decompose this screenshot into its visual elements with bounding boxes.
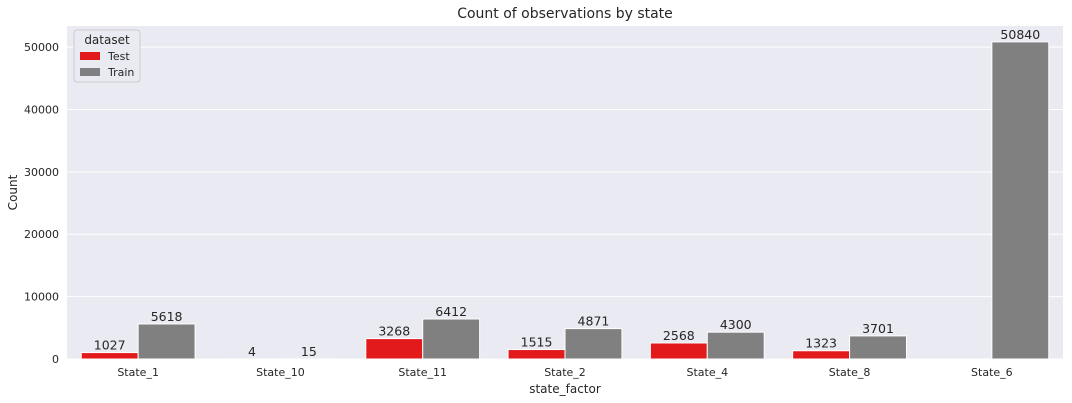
- x-tick-label: State_11: [398, 366, 447, 379]
- y-axis-label: Count: [6, 174, 20, 210]
- y-tick-label: 30000: [24, 166, 59, 179]
- bar-test-state-2: [507, 349, 566, 360]
- bar-train-state-8: [849, 335, 907, 360]
- bar-value-label: 5618: [151, 309, 183, 324]
- y-tick-label: 0: [52, 353, 59, 366]
- y-tick-label: 40000: [24, 103, 59, 116]
- x-tick-label: State_1: [117, 366, 159, 379]
- bar-test-state-4: [649, 342, 708, 360]
- bars: [80, 41, 1050, 360]
- y-tick-label: 10000: [24, 291, 59, 304]
- bar-value-labels: 1027 5618 4 15 3268 6412 1515 4871 2568 4300 1323 3…: [94, 27, 1040, 359]
- bar-test-state-8: [792, 350, 851, 360]
- x-axis-label: state_factor: [529, 382, 601, 396]
- chart-title: Count of observations by state: [457, 6, 673, 22]
- x-tick-label: State_8: [829, 366, 871, 379]
- bar-value-label: 1027: [94, 338, 126, 353]
- x-tick-labels: State_1 State_10 State_11 State_2 State_4 Sta…: [117, 366, 1012, 379]
- bar-value-label: 3701: [862, 321, 894, 336]
- x-tick-label: State_2: [544, 366, 586, 379]
- x-tick-label: State_10: [256, 366, 305, 379]
- y-tick-label: 50000: [24, 41, 59, 54]
- bar-value-label: 15: [301, 344, 317, 359]
- legend-entry-test: Test: [107, 50, 130, 63]
- bar-train-state-11: [422, 318, 481, 360]
- bar-value-label: 4300: [720, 317, 752, 332]
- legend-swatch-test: [80, 52, 100, 60]
- x-tick-label: State_4: [686, 366, 728, 379]
- bar-value-label: 2568: [663, 328, 695, 343]
- y-tick-labels: 0 10000 20000 30000 40000 50000: [24, 41, 59, 366]
- bar-value-label: 4: [248, 344, 256, 359]
- bar-value-label: 1515: [521, 335, 553, 350]
- bar-test-state-1: [80, 352, 139, 360]
- bar-value-label: 50840: [1000, 27, 1040, 42]
- legend-entry-train: Train: [107, 66, 134, 79]
- bar-value-label: 4871: [578, 314, 610, 329]
- bar-train-state-4: [706, 331, 765, 360]
- legend: dataset Test Train: [73, 29, 141, 83]
- plot-background: [67, 26, 1063, 359]
- bar-test-state-11: [365, 338, 424, 360]
- legend-swatch-train: [80, 68, 100, 76]
- bar-train-state-6: [991, 41, 1050, 360]
- legend-title: dataset: [84, 33, 130, 47]
- bar-value-label: 1323: [805, 336, 837, 351]
- bar-train-state-1: [137, 323, 196, 360]
- bar-value-label: 3268: [378, 324, 410, 339]
- bar-train-state-2: [564, 328, 623, 360]
- y-tick-label: 20000: [24, 228, 59, 241]
- bar-value-label: 6412: [435, 304, 467, 319]
- x-tick-label: State_6: [971, 366, 1013, 379]
